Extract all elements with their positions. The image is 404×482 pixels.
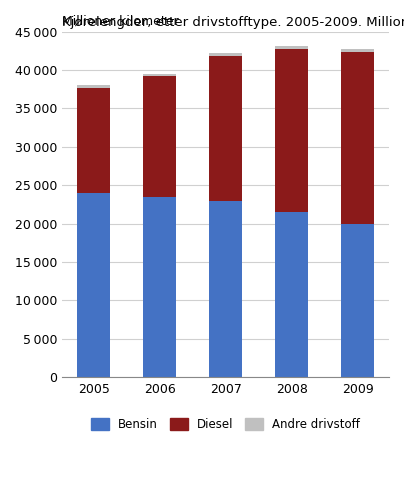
- Bar: [209, 53, 242, 55]
- Bar: [341, 224, 374, 377]
- Bar: [341, 49, 374, 52]
- Bar: [143, 76, 176, 197]
- Legend: Bensin, Diesel, Andre drivstoff: Bensin, Diesel, Andre drivstoff: [91, 418, 360, 431]
- Bar: [275, 212, 308, 377]
- Bar: [275, 49, 308, 212]
- Bar: [77, 193, 110, 377]
- Bar: [77, 88, 110, 193]
- Bar: [209, 201, 242, 377]
- Bar: [341, 52, 374, 224]
- Bar: [209, 55, 242, 201]
- Text: Millioner kilometer: Millioner kilometer: [62, 15, 179, 28]
- Bar: [143, 74, 176, 76]
- Bar: [77, 85, 110, 88]
- Text: Kjørelengder, etter drivstofftype. 2005-2009. Millioner kilometer: Kjørelengder, etter drivstofftype. 2005-…: [62, 16, 404, 29]
- Bar: [275, 46, 308, 49]
- Bar: [143, 197, 176, 377]
